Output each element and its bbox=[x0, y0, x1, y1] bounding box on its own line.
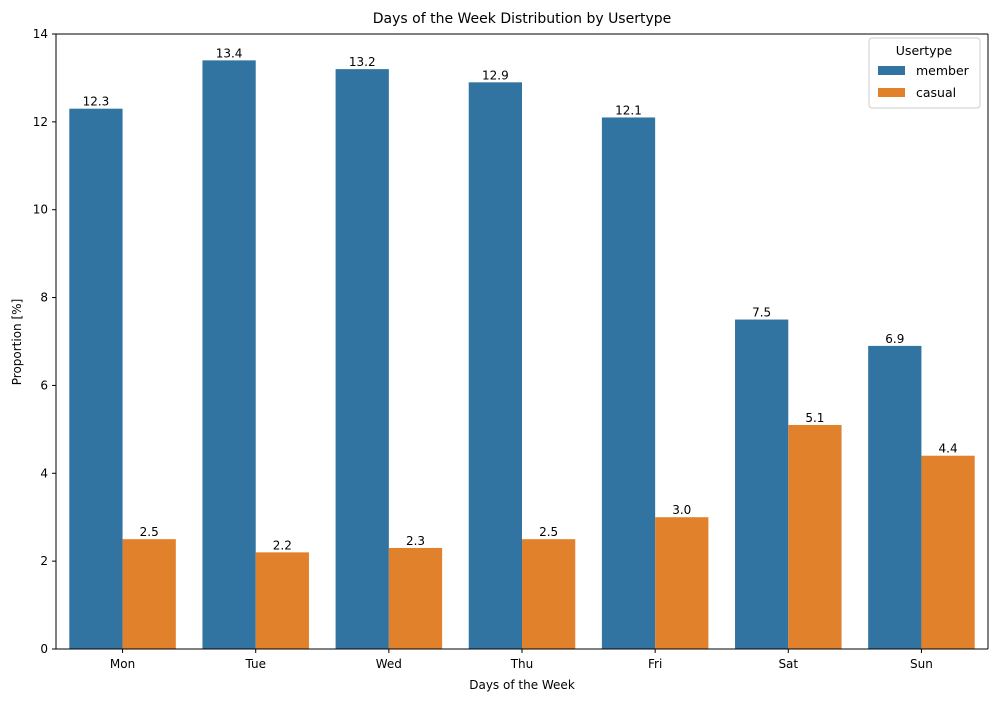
bar-casual-mon bbox=[122, 539, 176, 649]
data-label-member-sat: 7.5 bbox=[752, 306, 771, 320]
y-tick-label: 10 bbox=[33, 203, 48, 217]
bar-member-sun bbox=[868, 345, 922, 649]
data-label-casual-sun: 4.4 bbox=[939, 442, 958, 456]
x-axis-label: Days of the Week bbox=[469, 678, 575, 692]
data-label-member-fri: 12.1 bbox=[615, 103, 642, 117]
data-label-member-wed: 13.2 bbox=[349, 55, 376, 69]
x-tick-label-thu: Thu bbox=[510, 657, 534, 671]
x-tick-label-wed: Wed bbox=[376, 657, 402, 671]
axes-layer: 0 2 4 6 8 10 12 14 Mon Tue Wed Thu Fri Sat Sun bbox=[33, 27, 989, 671]
y-tick-label: 4 bbox=[40, 466, 48, 480]
bar-casual-sun bbox=[921, 455, 975, 649]
y-tick-label: 12 bbox=[33, 115, 48, 129]
data-label-casual-thu: 2.5 bbox=[539, 525, 558, 539]
data-label-casual-tue: 2.2 bbox=[273, 538, 292, 552]
bar-casual-wed bbox=[388, 547, 443, 649]
data-label-member-tue: 13.4 bbox=[216, 46, 243, 60]
bar-casual-thu bbox=[522, 539, 576, 649]
data-label-casual-sat: 5.1 bbox=[805, 411, 824, 425]
data-label-casual-fri: 3.0 bbox=[672, 503, 691, 517]
data-label-member-sun: 6.9 bbox=[885, 332, 904, 346]
x-tick-label-sat: Sat bbox=[778, 657, 798, 671]
y-tick-label: 6 bbox=[40, 378, 48, 392]
bar-member-mon bbox=[69, 108, 123, 650]
bar-member-sat bbox=[735, 319, 789, 649]
bars-layer bbox=[69, 60, 975, 650]
y-tick-label: 14 bbox=[33, 27, 48, 41]
data-label-member-mon: 12.3 bbox=[83, 95, 110, 109]
data-label-member-thu: 12.9 bbox=[482, 68, 509, 82]
bar-casual-fri bbox=[655, 517, 709, 649]
y-tick-label: 2 bbox=[40, 554, 48, 568]
legend-label-member: member bbox=[916, 63, 970, 78]
legend-title: Usertype bbox=[896, 43, 953, 58]
data-label-casual-mon: 2.5 bbox=[140, 525, 159, 539]
bar-member-wed bbox=[335, 69, 389, 649]
x-tick-label-tue: Tue bbox=[244, 657, 266, 671]
legend: Usertype member casual bbox=[868, 37, 981, 109]
x-tick-label-sun: Sun bbox=[910, 657, 933, 671]
bar-casual-tue bbox=[255, 552, 309, 649]
y-axis-label: Proportion [%] bbox=[10, 299, 24, 386]
data-labels-layer: 12.3 13.4 13.2 12.9 12.1 7.5 6.9 2.5 2.2 2.3 2.5 3.… bbox=[83, 46, 958, 552]
legend-swatch-casual bbox=[878, 88, 905, 97]
y-tick-label: 8 bbox=[40, 291, 48, 305]
legend-label-casual: casual bbox=[916, 85, 956, 100]
bar-member-tue bbox=[202, 60, 256, 650]
bar-member-thu bbox=[468, 82, 522, 649]
data-label-casual-wed: 2.3 bbox=[406, 534, 425, 548]
chart-title: Days of the Week Distribution by Usertyp… bbox=[373, 11, 672, 27]
x-tick-label-fri: Fri bbox=[648, 657, 662, 671]
bar-member-fri bbox=[601, 117, 656, 649]
legend-swatch-member bbox=[878, 66, 905, 75]
x-tick-label-mon: Mon bbox=[110, 657, 135, 671]
bar-casual-sat bbox=[788, 424, 842, 649]
y-tick-label: 0 bbox=[40, 642, 48, 656]
